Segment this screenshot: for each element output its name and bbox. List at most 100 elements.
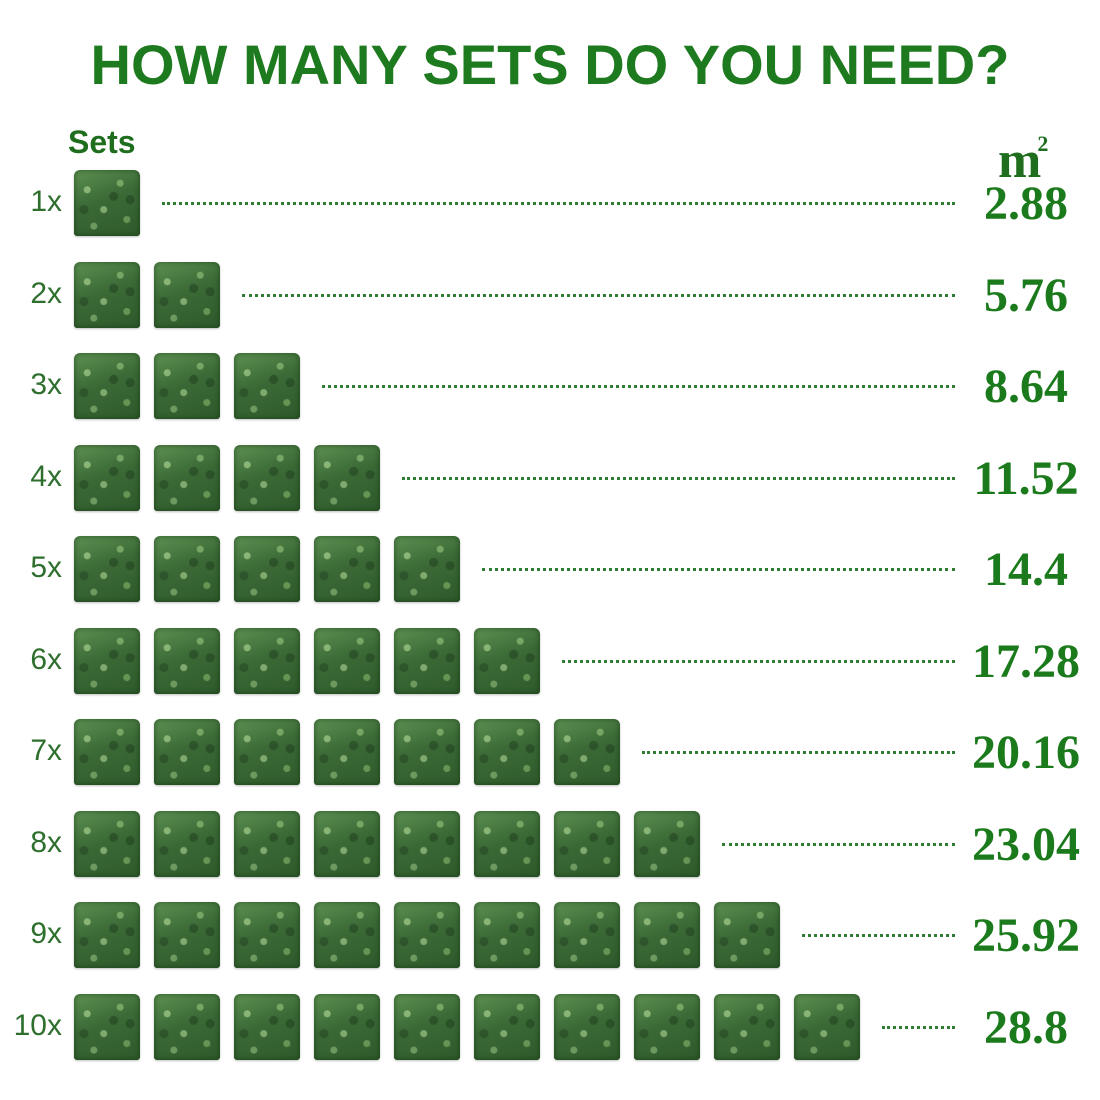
boxwood-hedge-tile-icon — [314, 902, 380, 968]
row-area-value: 20.16 — [972, 726, 1080, 779]
boxwood-hedge-tile-icon — [74, 810, 140, 877]
row-sets-label: 3x — [30, 368, 62, 401]
boxwood-hedge-tile-icon — [714, 902, 780, 968]
boxwood-hedge-tile-icon — [154, 536, 220, 602]
row-area-value: 14.4 — [984, 543, 1068, 596]
boxwood-hedge-tile-icon — [74, 353, 140, 419]
area-unit-base: m — [998, 132, 1042, 189]
dotted-leader-line — [802, 934, 955, 937]
row-sets-label: 9x — [30, 917, 62, 950]
boxwood-hedge-tile-icon — [554, 902, 620, 968]
boxwood-hedge-tile-icon — [634, 810, 700, 877]
boxwood-hedge-tile-icon — [154, 993, 220, 1060]
boxwood-hedge-tile-icon — [154, 810, 220, 877]
area-unit-header: m2 — [998, 116, 1048, 189]
boxwood-hedge-tile-icon — [474, 993, 540, 1060]
boxwood-hedge-tile-icon — [314, 810, 380, 877]
table-row: 5x 14.4 — [0, 534, 1100, 604]
boxwood-hedge-tile-icon — [234, 719, 300, 785]
table-row: 3x 8.64 — [0, 351, 1100, 421]
boxwood-hedge-tile-icon — [314, 444, 380, 511]
boxwood-hedge-tile-icon — [74, 536, 140, 602]
boxwood-hedge-tile-icon — [154, 261, 220, 328]
boxwood-hedge-tile-icon — [554, 810, 620, 877]
boxwood-hedge-tile-icon — [74, 719, 140, 785]
row-sets-label: 1x — [30, 185, 62, 218]
dotted-leader-line — [642, 751, 955, 754]
row-area-value: 2.88 — [984, 177, 1068, 230]
area-unit-superscript: 2 — [1037, 131, 1049, 156]
boxwood-hedge-tile-icon — [394, 993, 460, 1060]
row-sets-label: 5x — [30, 551, 62, 584]
boxwood-hedge-tile-icon — [74, 261, 140, 328]
row-sets-label: 8x — [30, 825, 62, 859]
dotted-leader-line — [562, 659, 955, 663]
row-area-value: 28.8 — [984, 1000, 1068, 1054]
dotted-leader-line — [882, 1025, 955, 1029]
boxwood-hedge-tile-icon — [794, 993, 860, 1060]
sets-column-header: Sets — [68, 124, 136, 160]
boxwood-hedge-tile-icon — [554, 719, 620, 785]
row-sets-label: 4x — [30, 459, 62, 493]
boxwood-hedge-tile-icon — [394, 902, 460, 968]
boxwood-hedge-tile-icon — [634, 993, 700, 1060]
boxwood-hedge-tile-icon — [234, 810, 300, 877]
table-row: 10x 28.8 — [0, 992, 1100, 1062]
boxwood-hedge-tile-icon — [154, 627, 220, 694]
table-row: 6x 17.28 — [0, 626, 1100, 696]
boxwood-hedge-tile-icon — [154, 902, 220, 968]
row-area-value: 23.04 — [972, 817, 1080, 871]
boxwood-hedge-tile-icon — [74, 993, 140, 1060]
boxwood-hedge-tile-icon — [554, 993, 620, 1060]
boxwood-hedge-tile-icon — [234, 993, 300, 1060]
boxwood-hedge-tile-icon — [74, 170, 140, 236]
row-sets-label: 7x — [30, 734, 62, 767]
boxwood-hedge-tile-icon — [394, 536, 460, 602]
boxwood-hedge-tile-icon — [154, 444, 220, 511]
boxwood-hedge-tile-icon — [474, 719, 540, 785]
boxwood-hedge-tile-icon — [74, 902, 140, 968]
table-row: 4x 11.52 — [0, 443, 1100, 513]
boxwood-hedge-tile-icon — [474, 902, 540, 968]
boxwood-hedge-tile-icon — [314, 993, 380, 1060]
boxwood-hedge-tile-icon — [394, 627, 460, 694]
boxwood-hedge-tile-icon — [314, 719, 380, 785]
row-area-value: 11.52 — [973, 451, 1079, 505]
dotted-leader-line — [482, 568, 955, 571]
row-area-value: 5.76 — [984, 268, 1068, 322]
dotted-leader-line — [322, 385, 955, 388]
table-row: 2x 5.76 — [0, 260, 1100, 330]
row-area-value: 17.28 — [972, 634, 1080, 688]
boxwood-hedge-tile-icon — [714, 993, 780, 1060]
boxwood-hedge-tile-icon — [234, 536, 300, 602]
boxwood-hedge-tile-icon — [314, 627, 380, 694]
row-sets-label: 10x — [13, 1008, 62, 1042]
boxwood-hedge-tile-icon — [474, 627, 540, 694]
dotted-leader-line — [402, 476, 955, 480]
table-row: 9x 25.92 — [0, 900, 1100, 970]
boxwood-hedge-tile-icon — [74, 627, 140, 694]
boxwood-hedge-tile-icon — [394, 810, 460, 877]
row-area-value: 8.64 — [984, 360, 1068, 413]
row-sets-label: 2x — [30, 276, 62, 310]
table-row: 1x 2.88 — [0, 168, 1100, 238]
row-area-value: 25.92 — [972, 909, 1080, 962]
boxwood-hedge-tile-icon — [474, 810, 540, 877]
boxwood-hedge-tile-icon — [234, 627, 300, 694]
boxwood-hedge-tile-icon — [74, 444, 140, 511]
chart-title: HOW MANY SETS DO YOU NEED? — [90, 33, 1010, 96]
boxwood-hedge-tile-icon — [154, 719, 220, 785]
boxwood-hedge-tile-icon — [154, 353, 220, 419]
table-row: 7x 20.16 — [0, 717, 1100, 787]
boxwood-hedge-tile-icon — [234, 902, 300, 968]
boxwood-hedge-tile-icon — [234, 444, 300, 511]
dotted-leader-line — [722, 842, 955, 846]
row-sets-label: 6x — [30, 642, 62, 676]
dotted-leader-line — [242, 293, 955, 297]
boxwood-hedge-tile-icon — [314, 536, 380, 602]
boxwood-hedge-tile-icon — [634, 902, 700, 968]
table-row: 8x 23.04 — [0, 809, 1100, 879]
boxwood-hedge-tile-icon — [394, 719, 460, 785]
boxwood-hedge-tile-icon — [234, 353, 300, 419]
dotted-leader-line — [162, 202, 955, 205]
